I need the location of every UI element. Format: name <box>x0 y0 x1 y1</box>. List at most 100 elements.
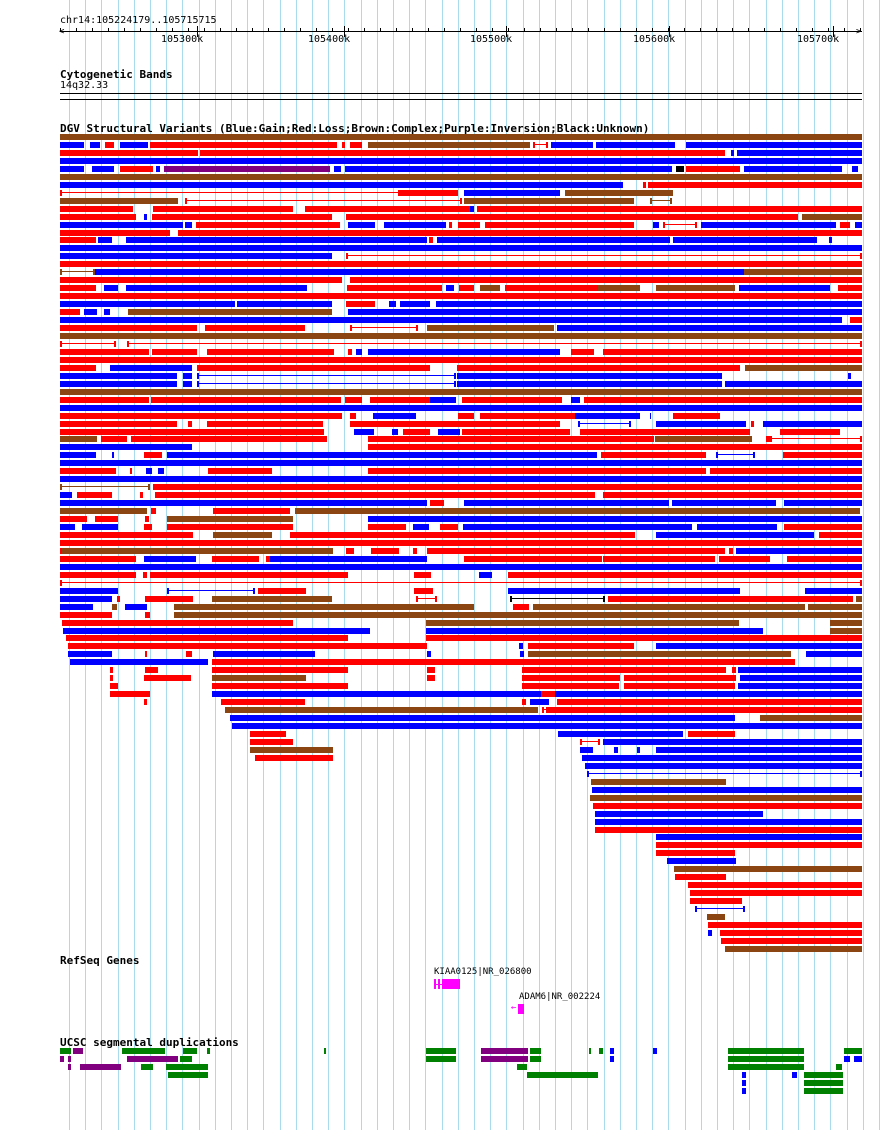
dgv-variant[interactable] <box>805 588 862 594</box>
segdup-feature[interactable] <box>68 1056 71 1062</box>
dgv-variant[interactable] <box>185 222 192 228</box>
dgv-variant[interactable] <box>60 349 149 355</box>
dgv-variant[interactable] <box>152 349 197 355</box>
dgv-variant[interactable] <box>595 819 862 825</box>
dgv-variant[interactable] <box>426 620 739 626</box>
dgv-variant[interactable] <box>522 699 526 705</box>
dgv-variant[interactable] <box>373 413 416 419</box>
segdup-feature[interactable] <box>481 1048 528 1054</box>
dgv-variant[interactable] <box>413 548 417 554</box>
dgv-variant[interactable] <box>120 142 148 148</box>
dgv-variant[interactable] <box>60 343 116 344</box>
dgv-variant[interactable] <box>60 486 150 487</box>
dgv-variant[interactable] <box>92 166 114 172</box>
dgv-variant[interactable] <box>784 500 862 506</box>
dgv-variant[interactable] <box>95 269 744 275</box>
dgv-variant[interactable] <box>60 429 324 435</box>
dgv-variant[interactable] <box>593 803 862 809</box>
dgv-variant[interactable] <box>624 683 735 689</box>
dgv-variant[interactable] <box>153 484 156 490</box>
dgv-variant[interactable] <box>60 468 116 474</box>
dgv-variant[interactable] <box>403 429 430 435</box>
dgv-variant[interactable] <box>686 166 740 172</box>
dgv-variant[interactable] <box>250 739 293 745</box>
dgv-variant[interactable] <box>464 190 560 196</box>
dgv-variant[interactable] <box>60 373 177 379</box>
dgv-variant[interactable] <box>528 651 791 657</box>
dgv-variant[interactable] <box>650 200 672 201</box>
dgv-variant[interactable] <box>60 309 80 315</box>
dgv-variant[interactable] <box>557 699 862 705</box>
dgv-variant[interactable] <box>207 349 334 355</box>
dgv-variant[interactable] <box>140 492 143 498</box>
dgv-variant[interactable] <box>347 285 442 291</box>
dgv-variant[interactable] <box>530 699 549 705</box>
dgv-variant[interactable] <box>548 707 862 713</box>
dgv-variant[interactable] <box>225 707 538 713</box>
dgv-variant[interactable] <box>480 413 575 419</box>
dgv-variant[interactable] <box>60 582 862 583</box>
dgv-variant[interactable] <box>130 468 132 474</box>
dgv-variant[interactable] <box>60 317 842 323</box>
dgv-variant[interactable] <box>152 214 332 220</box>
dgv-variant[interactable] <box>674 866 862 872</box>
dgv-variant[interactable] <box>167 524 293 530</box>
dgv-variant[interactable] <box>212 556 259 562</box>
segdup-feature[interactable] <box>183 1048 197 1054</box>
dgv-variant[interactable] <box>212 683 348 689</box>
dgv-variant[interactable] <box>151 508 156 514</box>
dgv-variant[interactable] <box>126 285 307 291</box>
dgv-variant[interactable] <box>464 500 669 506</box>
dgv-variant[interactable] <box>520 651 524 657</box>
segdup-feature[interactable] <box>844 1048 862 1054</box>
dgv-variant[interactable] <box>60 532 193 538</box>
segdup-feature[interactable] <box>180 1056 192 1062</box>
dgv-variant[interactable] <box>710 468 862 474</box>
dgv-variant[interactable] <box>368 142 530 148</box>
dgv-variant[interactable] <box>270 556 427 562</box>
dgv-variant[interactable] <box>60 452 96 458</box>
dgv-variant[interactable] <box>237 301 332 307</box>
dgv-variant[interactable] <box>430 500 444 506</box>
dgv-variant[interactable] <box>739 285 830 291</box>
dgv-variant[interactable] <box>533 144 548 145</box>
dgv-variant[interactable] <box>212 675 306 681</box>
dgv-variant[interactable] <box>384 222 446 228</box>
dgv-variant[interactable] <box>595 811 763 817</box>
dgv-variant[interactable] <box>464 556 602 562</box>
dgv-variant[interactable] <box>368 444 862 450</box>
dgv-variant[interactable] <box>510 598 605 599</box>
dgv-variant[interactable] <box>426 628 763 634</box>
dgv-variant[interactable] <box>580 747 593 753</box>
dgv-variant[interactable] <box>368 349 560 355</box>
dgv-variant[interactable] <box>522 675 620 681</box>
dgv-variant[interactable] <box>348 222 375 228</box>
dgv-variant[interactable] <box>95 516 118 522</box>
dgv-variant[interactable] <box>60 261 862 267</box>
dgv-variant[interactable] <box>430 397 456 403</box>
dgv-variant[interactable] <box>587 773 862 774</box>
dgv-variant[interactable] <box>673 237 817 243</box>
refseq-track-title[interactable]: RefSeq Genes <box>60 954 140 967</box>
dgv-variant[interactable] <box>60 381 177 387</box>
dgv-variant[interactable] <box>128 309 332 315</box>
dgv-variant[interactable] <box>643 182 646 188</box>
dgv-variant[interactable] <box>167 452 597 458</box>
dgv-variant[interactable] <box>144 524 152 530</box>
segdup-feature[interactable] <box>854 1056 862 1062</box>
dgv-variant[interactable] <box>250 747 333 753</box>
dgv-variant[interactable] <box>146 468 152 474</box>
segdup-feature[interactable] <box>728 1048 804 1054</box>
dgv-variant[interactable] <box>676 166 684 172</box>
dgv-variant[interactable] <box>766 436 770 442</box>
dgv-variant[interactable] <box>60 325 197 331</box>
dgv-variant[interactable] <box>368 516 862 522</box>
segdup-feature[interactable] <box>728 1056 804 1062</box>
dgv-variant[interactable] <box>167 590 255 591</box>
dgv-variant[interactable] <box>144 452 162 458</box>
segdup-feature[interactable] <box>610 1056 614 1062</box>
dgv-variant[interactable] <box>250 731 286 737</box>
dgv-variant[interactable] <box>578 423 631 424</box>
dgv-variant[interactable] <box>155 492 595 498</box>
dgv-variant[interactable] <box>98 237 112 243</box>
